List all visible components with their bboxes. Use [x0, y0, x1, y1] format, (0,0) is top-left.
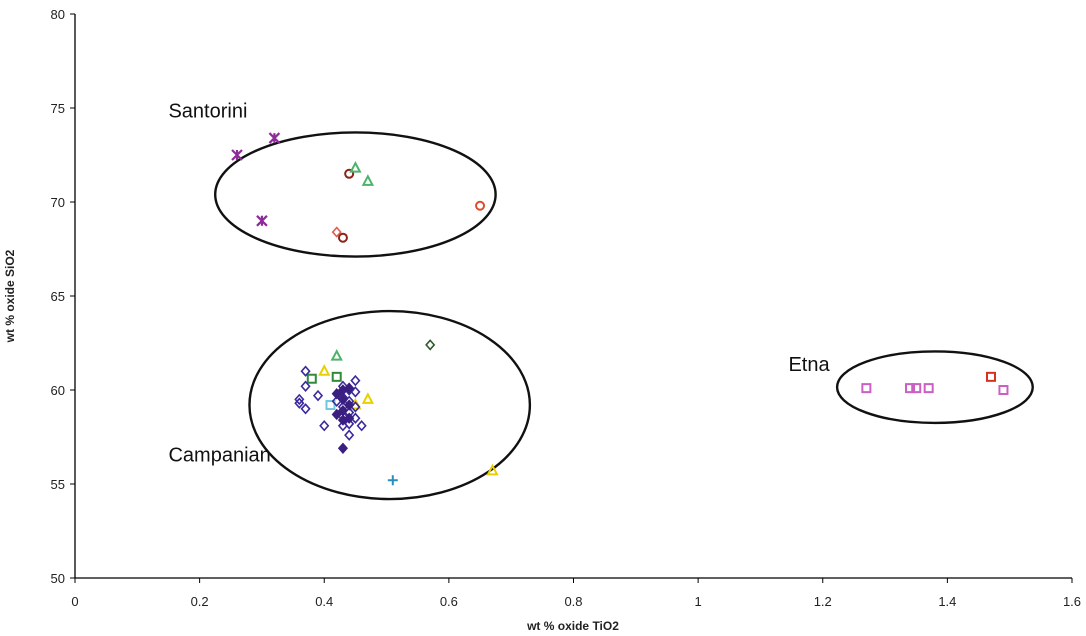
data-point [256, 215, 268, 227]
data-point [331, 388, 342, 400]
x-tick-label: 1 [695, 594, 702, 609]
data-point [312, 389, 324, 402]
data-point [319, 420, 330, 432]
data-point [344, 418, 355, 430]
data-point [294, 393, 305, 406]
x-tick-label: 0.4 [315, 594, 333, 609]
tick-labels: 0 0.2 0.4 0.6 0.8 1 1.2 1.4 1.6 50 55 60 65 70 75 80 [51, 7, 1082, 609]
data-point [425, 339, 436, 351]
data-point [344, 168, 355, 179]
x-tick-label: 1.2 [814, 594, 832, 609]
x-tick-label: 0.8 [564, 594, 582, 609]
data-point [998, 385, 1009, 395]
data-point [231, 149, 243, 161]
data-point [356, 420, 367, 432]
x-tick-label: 0.2 [191, 594, 209, 609]
data-point [330, 349, 343, 361]
group-labels: Santorini Campanian Etna [168, 100, 830, 466]
data-point [306, 373, 317, 384]
y-tick-label: 80 [51, 7, 65, 22]
group-ellipses [214, 131, 1034, 501]
group-ellipse-santorini [214, 131, 497, 258]
data-point [294, 397, 305, 409]
data-point [387, 475, 398, 486]
y-axis-title: wt % oxide SiO2 [3, 249, 17, 343]
data-point [325, 400, 336, 411]
x-axis-title: wt % oxide TiO2 [526, 619, 619, 633]
group-ellipse-etna [835, 350, 1034, 425]
group-label-etna: Etna [788, 354, 830, 376]
data-point [318, 364, 331, 376]
data-point [300, 403, 311, 415]
data-point [344, 382, 355, 394]
y-tick-label: 50 [51, 571, 65, 586]
y-tick-label: 55 [51, 477, 65, 492]
data-point [911, 383, 922, 394]
data-point [923, 383, 934, 394]
data-point [349, 161, 362, 173]
y-tick-label: 75 [51, 101, 65, 116]
y-tick-label: 70 [51, 195, 65, 210]
data-point [344, 429, 355, 441]
x-tick-label: 1.4 [938, 594, 956, 609]
data-point [331, 371, 342, 382]
y-tick-label: 60 [51, 383, 65, 398]
data-point [300, 365, 311, 377]
y-tick-label: 65 [51, 289, 65, 304]
data-point [361, 174, 375, 186]
group-label-campanian: Campanian [168, 444, 270, 466]
group-ellipse-campanian [248, 309, 532, 501]
x-tick-label: 1.6 [1063, 594, 1081, 609]
data-point [904, 383, 915, 394]
group-label-santorini: Santorini [168, 100, 247, 122]
data-point [300, 380, 311, 392]
data-point [331, 408, 342, 421]
data-point [344, 412, 355, 424]
data-point [985, 371, 996, 382]
data-point [331, 226, 342, 238]
data-point [486, 463, 499, 476]
data-points [231, 132, 1009, 486]
data-point [350, 374, 361, 387]
data-point [344, 399, 355, 411]
x-tick-label: 0 [71, 594, 78, 609]
data-point [337, 393, 349, 406]
x-tick-label: 0.6 [440, 594, 458, 609]
data-point [337, 232, 348, 243]
data-point [475, 200, 486, 211]
data-point [861, 383, 872, 394]
axes [74, 14, 1072, 579]
data-point [268, 132, 281, 144]
data-point [361, 392, 375, 404]
data-point [337, 442, 349, 454]
data-point [350, 386, 361, 398]
